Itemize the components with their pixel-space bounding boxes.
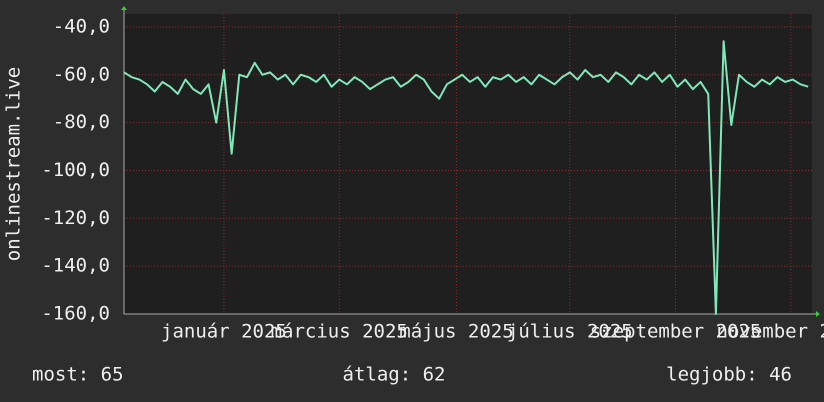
axis-arrow — [121, 6, 127, 10]
footer-average: átlag: 62 — [343, 364, 446, 386]
y-tick-label: -160,0 — [41, 303, 110, 325]
footer-current: most: 65 — [32, 364, 124, 386]
axis-arrow — [816, 311, 820, 317]
y-tick-label: -80,0 — [53, 111, 110, 133]
data-line — [123, 40, 809, 315]
y-tick-label: -120,0 — [41, 207, 110, 229]
x-tick-label: március 2025 — [271, 321, 408, 343]
footer-best: legjobb: 46 — [666, 364, 792, 386]
y-tick-label: -100,0 — [41, 159, 110, 181]
y-tick-label: -40,0 — [53, 15, 110, 37]
y-axis-label: onlinestream.live — [3, 67, 25, 261]
x-tick-label: május 2025 — [399, 321, 513, 343]
x-tick-label: szeptember 2025 — [590, 321, 762, 343]
x-tick-label: január 2025 — [161, 321, 287, 343]
x-tick-label: július 2025 — [507, 321, 633, 343]
y-tick-label: -60,0 — [53, 63, 110, 85]
x-tick-label: november 2025 — [717, 321, 824, 343]
plot-area — [124, 14, 812, 314]
y-tick-label: -140,0 — [41, 255, 110, 277]
